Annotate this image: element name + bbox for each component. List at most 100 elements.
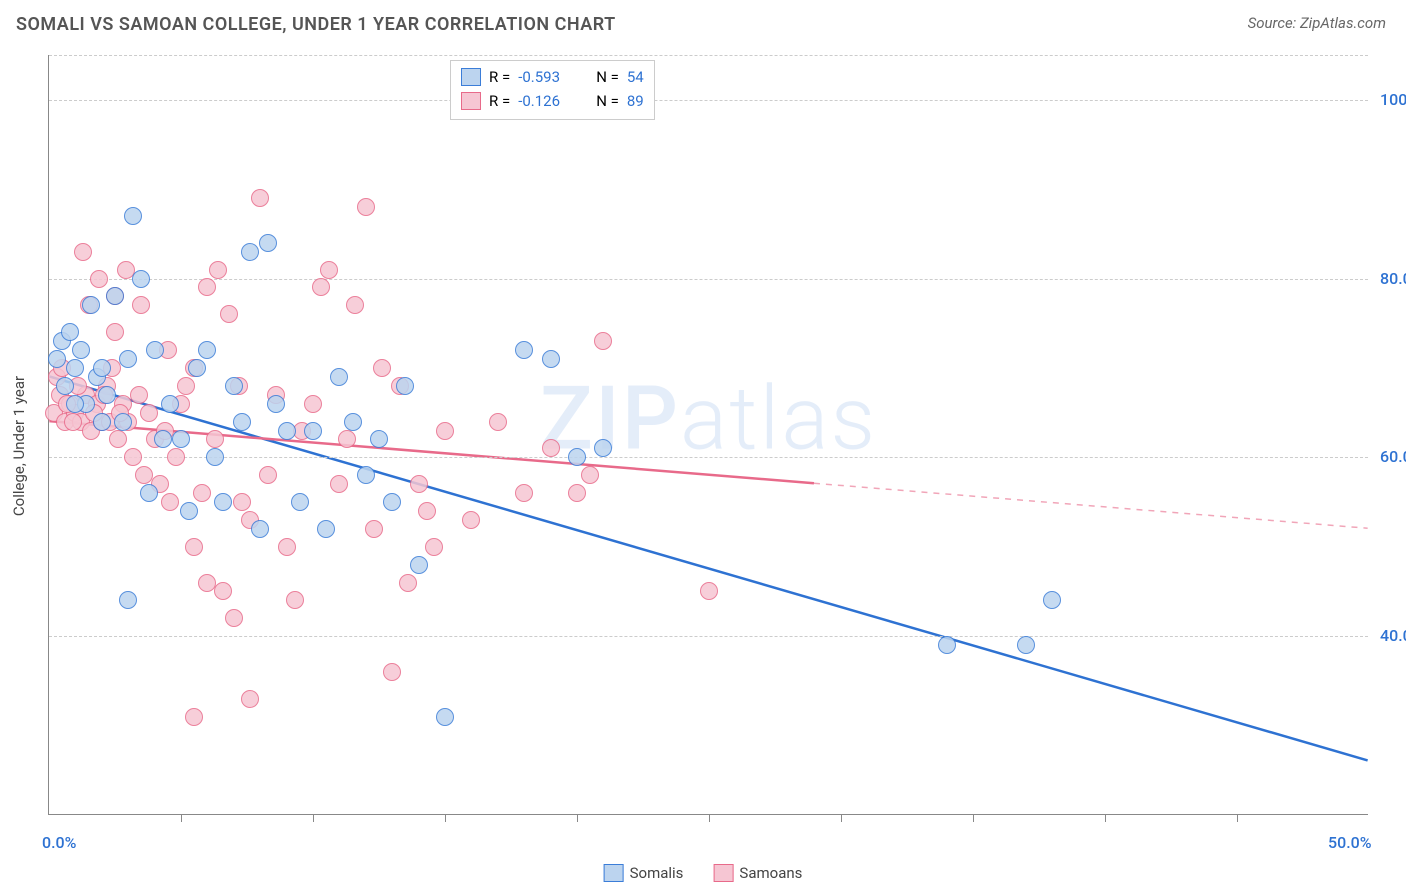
scatter-point-samoans [594, 332, 612, 350]
scatter-point-samoans [425, 538, 443, 556]
scatter-point-samoans [357, 198, 375, 216]
legend-bottom: Somalis Samoans [604, 864, 803, 882]
y-tick-label: 100.0% [1380, 90, 1406, 109]
scatter-point-somalis [106, 287, 124, 305]
scatter-point-samoans [581, 466, 599, 484]
scatter-point-samoans [206, 430, 224, 448]
scatter-point-samoans [373, 359, 391, 377]
scatter-point-samoans [346, 296, 364, 314]
scatter-point-somalis [1043, 591, 1061, 609]
x-tick [973, 814, 974, 822]
scatter-point-somalis [82, 296, 100, 314]
scatter-point-somalis [188, 359, 206, 377]
scatter-point-samoans [167, 448, 185, 466]
scatter-point-somalis [146, 341, 164, 359]
n-value-samoans: 89 [627, 92, 644, 110]
scatter-point-samoans [338, 430, 356, 448]
x-tick [181, 814, 182, 822]
scatter-point-samoans [214, 582, 232, 600]
scatter-point-somalis [330, 368, 348, 386]
x-tick [445, 814, 446, 822]
scatter-point-somalis [140, 484, 158, 502]
scatter-point-samoans [198, 278, 216, 296]
x-tick [1105, 814, 1106, 822]
scatter-point-somalis [267, 395, 285, 413]
scatter-point-samoans [515, 484, 533, 502]
scatter-point-samoans [130, 386, 148, 404]
scatter-point-samoans [330, 475, 348, 493]
scatter-point-samoans [410, 475, 428, 493]
swatch-somalis [461, 68, 481, 86]
scatter-point-samoans [209, 261, 227, 279]
gridline [49, 279, 1368, 280]
r-value-somalis: -0.593 [518, 68, 572, 86]
scatter-point-somalis [198, 341, 216, 359]
scatter-point-samoans [383, 663, 401, 681]
scatter-point-samoans [251, 189, 269, 207]
scatter-point-somalis [214, 493, 232, 511]
scatter-point-samoans [320, 261, 338, 279]
source-label: Source: ZipAtlas.com [1248, 14, 1386, 32]
scatter-point-samoans [568, 484, 586, 502]
scatter-point-samoans [462, 511, 480, 529]
watermark-bold: ZIP [540, 368, 680, 471]
scatter-point-samoans [312, 278, 330, 296]
scatter-point-somalis [161, 395, 179, 413]
legend-item-samoans: Samoans [713, 864, 802, 882]
watermark: ZIPatlas [540, 368, 877, 471]
scatter-point-somalis [119, 350, 137, 368]
scatter-point-samoans [193, 484, 211, 502]
legend-correlation: R = -0.593 N = 54 R = -0.126 N = 89 [450, 60, 655, 120]
scatter-point-samoans [185, 708, 203, 726]
scatter-point-somalis [180, 502, 198, 520]
scatter-point-somalis [436, 708, 454, 726]
swatch-samoans-bottom [713, 864, 733, 882]
scatter-point-samoans [259, 466, 277, 484]
scatter-point-somalis [1017, 636, 1035, 654]
y-tick-label: 80.0% [1380, 269, 1406, 288]
scatter-point-somalis [225, 377, 243, 395]
scatter-point-somalis [66, 359, 84, 377]
scatter-point-samoans [418, 502, 436, 520]
x-tick-label: 0.0% [42, 833, 76, 852]
scatter-point-somalis [93, 413, 111, 431]
swatch-samoans [461, 92, 481, 110]
scatter-point-samoans [90, 270, 108, 288]
y-axis-title: College, Under 1 year [10, 376, 28, 516]
n-label: N = [596, 92, 619, 110]
x-tick [1237, 814, 1238, 822]
legend-label-somalis: Somalis [630, 864, 684, 882]
scatter-point-somalis [938, 636, 956, 654]
scatter-point-samoans [140, 404, 158, 422]
gridline [49, 55, 1368, 56]
gridline [49, 457, 1368, 458]
scatter-point-samoans [700, 582, 718, 600]
scatter-point-samoans [220, 305, 238, 323]
y-tick-label: 60.0% [1380, 447, 1406, 466]
x-tick-label: 50.0% [1328, 833, 1372, 852]
scatter-point-samoans [436, 422, 454, 440]
scatter-point-somalis [172, 430, 190, 448]
scatter-point-samoans [177, 377, 195, 395]
scatter-point-samoans [161, 493, 179, 511]
scatter-point-samoans [241, 690, 259, 708]
scatter-point-somalis [132, 270, 150, 288]
scatter-point-samoans [365, 520, 383, 538]
scatter-point-somalis [410, 556, 428, 574]
legend-row-samoans: R = -0.126 N = 89 [461, 89, 644, 113]
scatter-point-somalis [114, 413, 132, 431]
scatter-point-somalis [124, 207, 142, 225]
trend-line-dashed-samoans [814, 483, 1368, 528]
gridline [49, 636, 1368, 637]
scatter-point-samoans [489, 413, 507, 431]
x-tick [313, 814, 314, 822]
scatter-point-samoans [74, 243, 92, 261]
scatter-point-somalis [61, 323, 79, 341]
scatter-point-somalis [66, 395, 84, 413]
scatter-point-somalis [317, 520, 335, 538]
scatter-point-samoans [64, 413, 82, 431]
scatter-point-somalis [48, 350, 66, 368]
scatter-point-somalis [396, 377, 414, 395]
scatter-point-somalis [259, 234, 277, 252]
scatter-point-somalis [278, 422, 296, 440]
